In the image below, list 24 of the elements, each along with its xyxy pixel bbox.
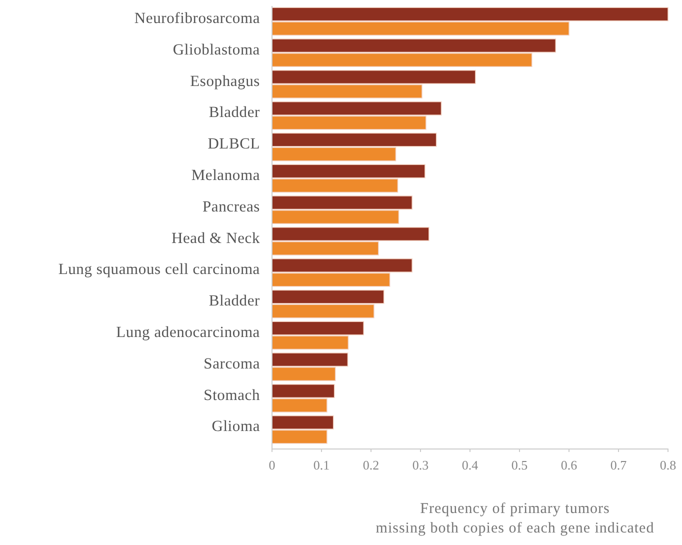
x-tick-label: 0.1 [313, 457, 330, 472]
x-tick-label: 0.3 [412, 457, 429, 472]
x-tick-label: 0 [268, 457, 276, 472]
y-tick-label: Bladder [208, 104, 261, 122]
y-tick-label: Lung adenocarcinoma [116, 324, 260, 341]
y-tick-label: Glioma [212, 418, 260, 436]
y-tick-label: Lung squamous cell carcinoma [58, 261, 260, 278]
y-tick-label: Pancreas [202, 198, 260, 216]
y-tick-label: Bladder [208, 292, 261, 310]
y-tick-label: Neurofibrosarcoma [134, 10, 260, 27]
y-tick-label: Melanoma [191, 166, 260, 184]
x-tick-label: 0.6 [560, 457, 578, 472]
y-tick-label: Glioblastoma [172, 41, 260, 58]
y-tick-label: Stomach [204, 386, 260, 404]
x-tick-label: 0.4 [462, 457, 479, 472]
y-tick-label: DLBCL [208, 136, 260, 153]
x-tick-label: 0.7 [610, 457, 628, 472]
y-tick-label: Head & Neck [171, 230, 260, 247]
x-tick-label: 0.8 [660, 457, 676, 472]
y-tick-label: Sarcoma [204, 355, 260, 372]
x-tick-label: 0.2 [362, 457, 380, 472]
y-tick-label: Esophagus [190, 72, 260, 90]
x-axis-title: Frequency of primary tumors missing both copies of each gene indicated [376, 501, 654, 536]
x-tick-label: 0.5 [511, 457, 528, 472]
